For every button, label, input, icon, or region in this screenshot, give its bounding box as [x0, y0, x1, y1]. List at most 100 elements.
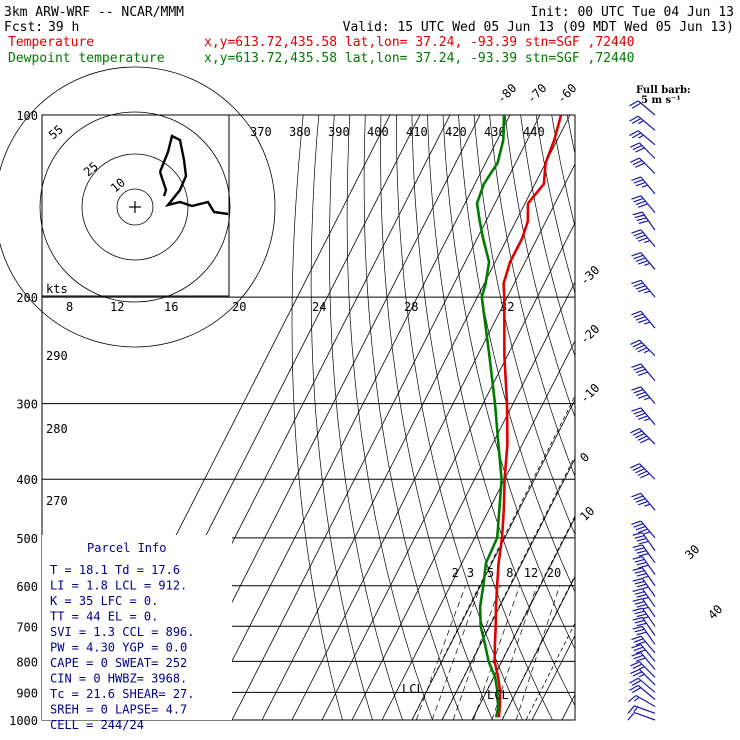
forecast-label: Fcst: [4, 20, 43, 35]
wind-barb-flag [633, 706, 639, 713]
wind-barb-flag [638, 666, 645, 670]
wind-barb-flag [638, 120, 644, 125]
wind-barb-flag [635, 368, 646, 374]
wind-barb-flag [635, 285, 646, 290]
wind-barb [631, 492, 656, 511]
wind-barb-flag [635, 200, 646, 206]
wind-barb-staff [640, 252, 656, 270]
wind-barb-flag [635, 412, 646, 418]
wind-barb-flag [633, 231, 644, 237]
speed-tick-label: 16 [164, 300, 178, 314]
wind-barb [632, 616, 656, 636]
wind-barb [631, 310, 656, 329]
wind-barb-staff [640, 229, 656, 247]
isotherm-line [531, 634, 575, 720]
isotherm-line [201, 115, 511, 720]
wind-barb [629, 684, 656, 700]
wind-barb-staff [639, 668, 656, 686]
wind-barb-flag [636, 631, 647, 636]
wind-barb [630, 661, 656, 678]
dry-adiabat-line [396, 115, 523, 720]
wind-barb-flag [631, 407, 642, 412]
wind-barb-flag [632, 430, 643, 436]
wind-barb-flag [637, 470, 648, 476]
theta-label: 430 [484, 125, 506, 139]
wind-barb-flag [631, 520, 642, 525]
wind-barb-staff [641, 211, 656, 231]
isotherm-line [501, 575, 575, 720]
mixing-ratio-line [415, 585, 466, 720]
hodograph-ring [81, 153, 189, 261]
wind-barb-flag [644, 397, 651, 401]
hodograph-ring [116, 188, 154, 226]
wind-barb-staff [637, 115, 656, 131]
wind-barb [631, 252, 656, 270]
wind-barb-flag [632, 663, 643, 669]
wind-barb [632, 625, 656, 645]
wind-barb-flag [633, 313, 644, 318]
wind-barb [631, 279, 656, 298]
wind-barb-flag [633, 646, 644, 652]
temperature-tick-label: -60 [554, 81, 579, 106]
wind-barb-flag [643, 349, 650, 354]
wind-barb [632, 532, 656, 552]
wind-barb-flag [635, 391, 646, 397]
wind-barb [631, 229, 656, 247]
pressure-label: 200 [16, 291, 38, 305]
wind-barb-staff [640, 635, 656, 654]
parcel-info-row: CAPE = 0 SWEAT= 252 [50, 656, 187, 670]
speed-tick-label: 8 [66, 300, 73, 314]
theta-label-left: 270 [46, 494, 68, 508]
wind-barb-flag [634, 547, 645, 551]
wind-barb [629, 677, 656, 693]
wind-barb-flag [635, 344, 645, 350]
parcel-info-row: PW = 4.30 YGP = 0.0 [50, 641, 187, 655]
wind-barb-flag [642, 616, 649, 620]
dry-adiabat-line [598, 115, 740, 733]
wind-barb-flag [636, 537, 647, 542]
wind-barb-flag [631, 363, 642, 368]
parcel-info-row: SVI = 1.3 CCL = 896. [50, 625, 195, 639]
wind-barb-flag [635, 147, 645, 153]
wind-barb [631, 652, 656, 670]
parcel-info-row: CIN = 0 HWBZ= 3968. [50, 672, 187, 686]
wind-barb-flag [632, 342, 643, 348]
wind-barb-flag [638, 260, 648, 265]
wind-barb-flag [635, 525, 646, 531]
wind-barb-flag [635, 257, 646, 262]
wind-barb-flag [644, 503, 651, 507]
dry-adiabat-line [363, 115, 463, 720]
wind-barb-staff [641, 617, 656, 636]
wind-barb [627, 705, 656, 714]
wind-barb-flag [644, 262, 651, 266]
wind-barb-flag [636, 593, 647, 598]
wind-barb-flag [638, 673, 645, 678]
wind-barb-flag [632, 465, 643, 471]
wind-barb-staff [634, 705, 656, 714]
wind-barb-flag [631, 643, 642, 649]
temperature-tick-label: -70 [524, 81, 549, 106]
wind-barb [631, 520, 656, 539]
wind-barb-flag [638, 134, 644, 139]
wind-barb-flag [632, 607, 643, 612]
wind-barb-flag [635, 657, 646, 662]
wind-barb-flag [636, 217, 647, 222]
wind-barb-flag [632, 588, 643, 592]
parcel-info-row: T = 18.1 Td = 17.6 [50, 563, 180, 577]
isotherm-line [411, 398, 575, 720]
wind-barb-staff [640, 652, 656, 670]
mixing-ratio-label: 8 [506, 566, 513, 580]
wind-barb-flag [638, 552, 649, 557]
wind-barb-staff [637, 684, 656, 700]
pressure-label: 100 [16, 109, 38, 123]
wind-barb-flag [629, 684, 639, 691]
wind-barb [630, 463, 656, 480]
wind-barb-flag [627, 712, 635, 721]
wind-barb-flag [629, 130, 639, 137]
isotherm-line [441, 457, 575, 720]
lcl-right-label: LCL [487, 688, 509, 702]
dry-adiabat-line [458, 115, 575, 593]
wind-barb-flag [631, 279, 642, 285]
hodograph-ring [0, 66, 276, 348]
wind-barb-flag [638, 220, 649, 224]
